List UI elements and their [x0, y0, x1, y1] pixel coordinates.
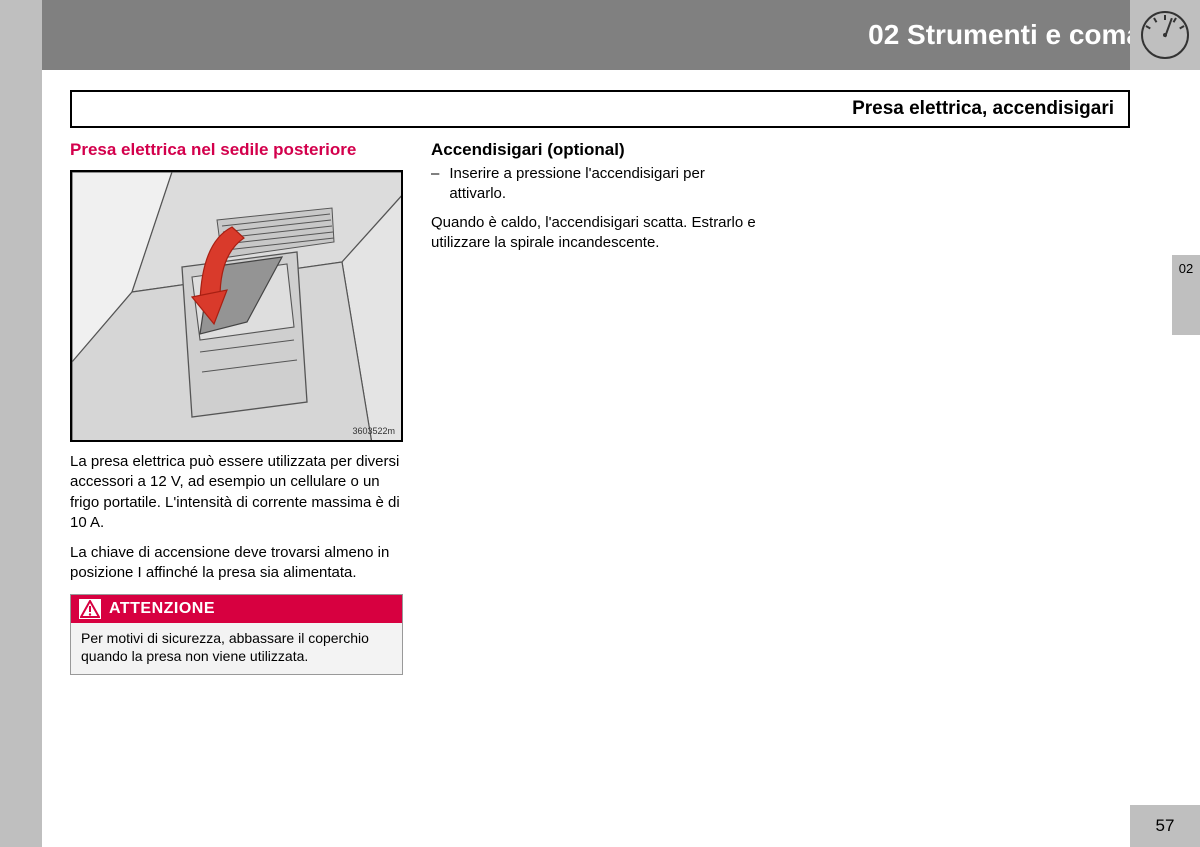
section-subheader: Presa elettrica, accendisigari — [70, 90, 1130, 128]
column-3 — [792, 140, 1125, 675]
warning-header: ATTENZIONE — [71, 595, 402, 623]
col2-para1: Quando è caldo, l'accendisigari scatta. … — [431, 213, 764, 254]
gauge-icon — [1141, 11, 1189, 59]
warning-body: Per motivi di sicurezza, abbassare il co… — [71, 623, 402, 675]
col2-bullet1-text: Inserire a pressione l'accendisigari per… — [449, 164, 764, 205]
col2-bullet1: – Inserire a pressione l'accendisigari p… — [431, 164, 764, 205]
side-chapter-tab: 02 — [1172, 255, 1200, 335]
figure-code: 3603522m — [352, 426, 395, 436]
col1-para2: La chiave di accensione deve trovarsi al… — [70, 543, 403, 584]
col1-heading: Presa elettrica nel sedile posteriore — [70, 140, 403, 160]
warning-label: ATTENZIONE — [109, 600, 215, 618]
content-columns: Presa elettrica nel sedile posteriore — [70, 140, 1130, 675]
chapter-header: 02 Strumenti e comandi — [42, 0, 1200, 70]
section-subheader-text: Presa elettrica, accendisigari — [86, 98, 1114, 120]
page-number: 57 — [1156, 816, 1175, 836]
column-1: Presa elettrica nel sedile posteriore — [70, 140, 403, 675]
page-number-box: 57 — [1130, 805, 1200, 847]
rear-seat-socket-figure: 3603522m — [70, 170, 403, 442]
warning-triangle-icon — [79, 599, 101, 619]
side-chapter-tab-label: 02 — [1179, 261, 1193, 276]
col2-heading: Accendisigari (optional) — [431, 140, 764, 160]
bullet-dash: – — [431, 164, 439, 205]
left-margin-strip — [0, 0, 42, 847]
warning-box: ATTENZIONE Per motivi di sicurezza, abba… — [70, 594, 403, 676]
socket-illustration — [72, 172, 403, 442]
col1-para1: La presa elettrica può essere utilizzata… — [70, 452, 403, 533]
column-2: Accendisigari (optional) – Inserire a pr… — [431, 140, 764, 675]
chapter-icon-box — [1130, 0, 1200, 70]
